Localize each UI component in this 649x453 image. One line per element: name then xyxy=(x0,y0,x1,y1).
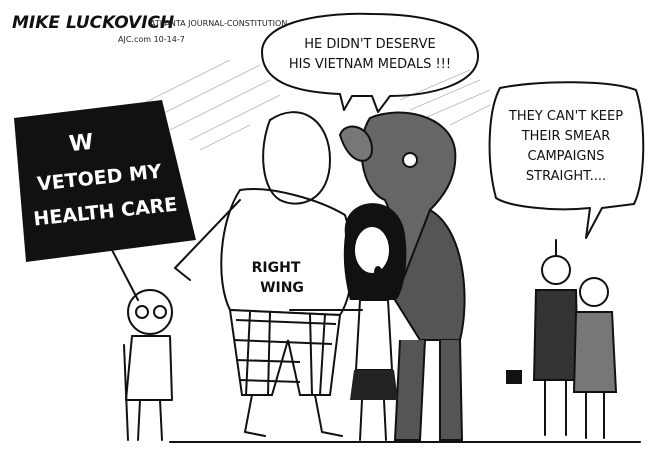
sign-pole xyxy=(111,249,139,301)
woman-figure xyxy=(289,203,407,441)
artist-signature: MIKE LUCKOVICH xyxy=(12,13,174,33)
speech-bubble: HE DIDN'T DESERVE HIS VIETNAM MEDALS !!! xyxy=(261,12,479,113)
sign-text: W xyxy=(68,130,95,157)
bubble-text: THEIR SMEAR xyxy=(521,129,611,144)
protest-sign: W VETOED MY HEALTH CARE xyxy=(14,100,196,301)
child-figure xyxy=(123,289,173,441)
shirt-text: WING xyxy=(260,280,304,296)
bubble-text: STRAIGHT.... xyxy=(526,169,606,184)
bubble-text: THEY CAN'T KEEP xyxy=(508,109,623,124)
elephant-figure xyxy=(338,111,466,441)
newspaper-name: ATLANTA JOURNAL-CONSTITUTION xyxy=(150,19,287,28)
background-hatching xyxy=(129,59,491,151)
bystander-figures xyxy=(506,239,618,439)
site-date: AJC.com 10-14-7 xyxy=(118,35,185,44)
speech-bubble: THEY CAN'T KEEP THEIR SMEAR CAMPAIGNS ST… xyxy=(488,81,645,239)
shirt-text: RIGHT xyxy=(252,260,301,276)
bubble-text: HE DIDN'T DESERVE xyxy=(304,37,435,52)
bubble-text: HIS VIETNAM MEDALS !!! xyxy=(289,57,451,72)
bubble-text: CAMPAIGNS xyxy=(528,149,605,164)
sign-board xyxy=(14,100,196,262)
